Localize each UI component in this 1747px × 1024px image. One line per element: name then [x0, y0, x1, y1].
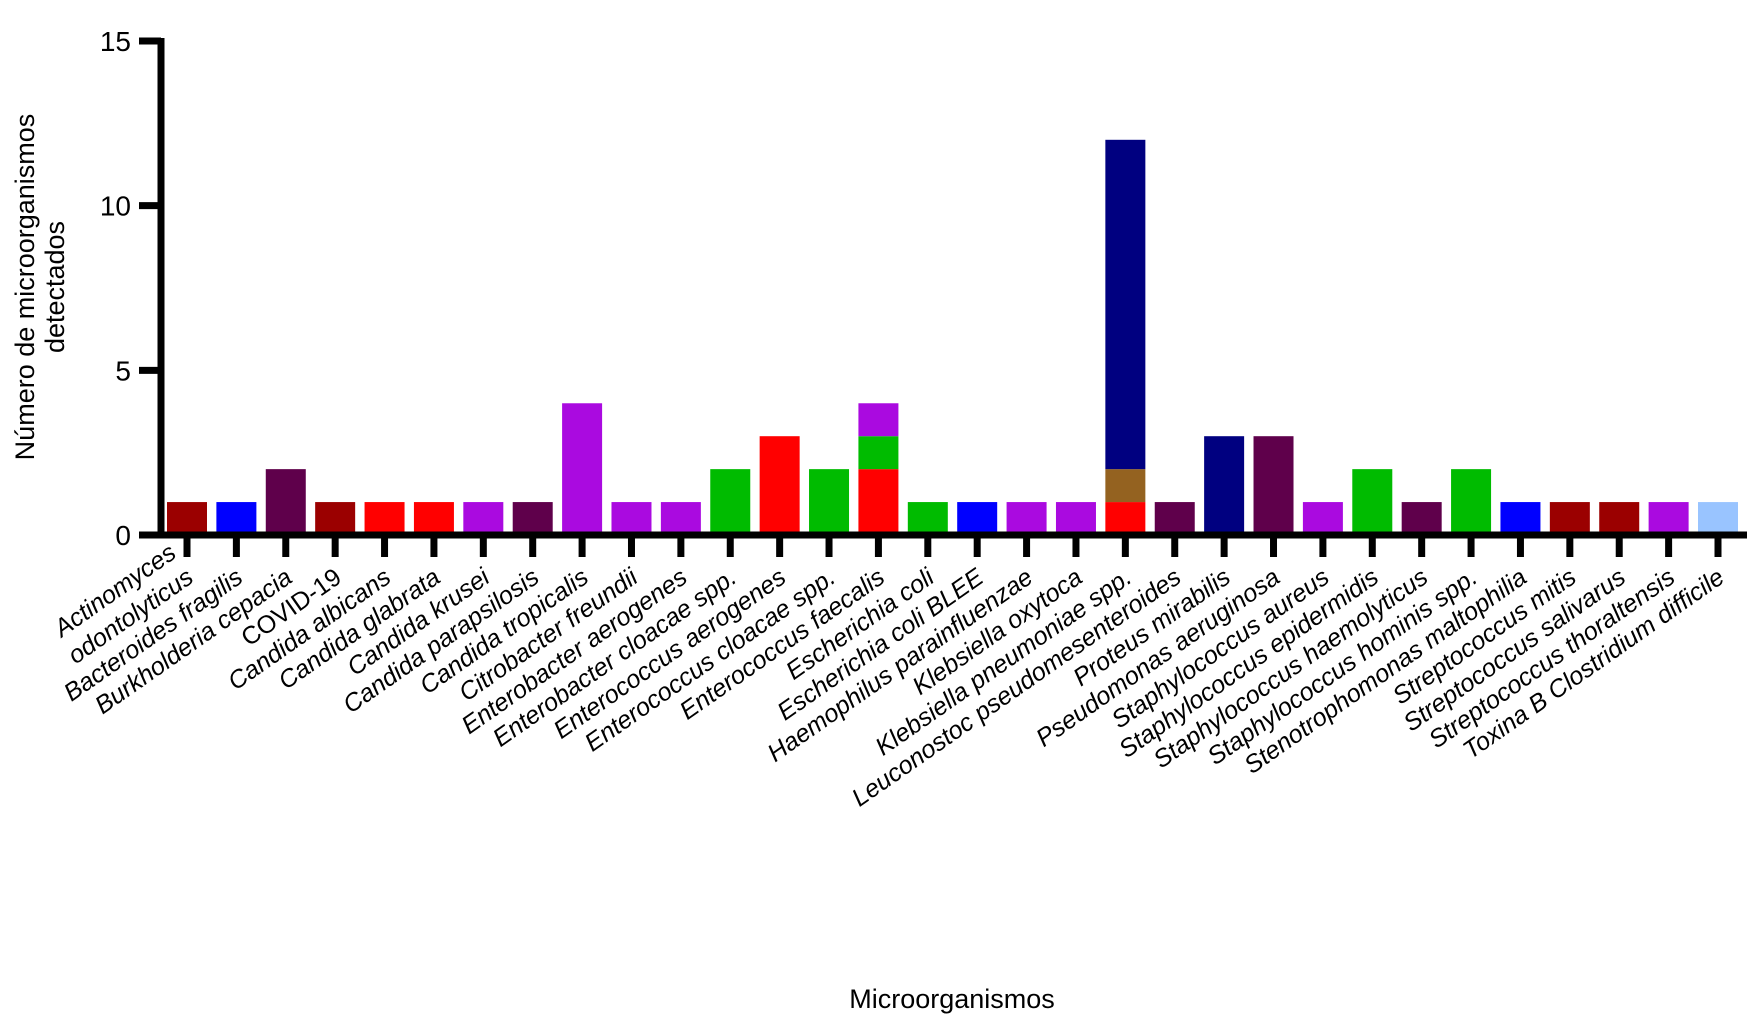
bar-segment — [167, 502, 207, 535]
y-axis-title: Número de microorganismos detectados — [10, 114, 70, 461]
bar-segment — [1451, 469, 1492, 535]
bar-segment — [413, 502, 454, 535]
bar-segment — [710, 469, 751, 535]
bar-segment — [1204, 436, 1245, 535]
bar-segment — [315, 502, 356, 535]
bars-group — [167, 139, 1738, 535]
y-axis-title-line-1: Número de microorganismos — [10, 114, 40, 461]
bar-segment — [1698, 502, 1738, 535]
bar-segment — [1253, 436, 1294, 535]
bar-segment — [809, 469, 850, 535]
bar-segment — [1105, 469, 1146, 503]
y-tick-label: 0 — [115, 520, 131, 551]
bar-segment — [1105, 502, 1146, 535]
bar-segment — [1302, 502, 1343, 535]
bar-segment — [957, 502, 998, 535]
bar-segment — [660, 502, 701, 535]
y-tick-label: 10 — [100, 191, 131, 222]
bar-segment — [1500, 502, 1541, 535]
bar-segment — [1549, 502, 1590, 535]
bar-segment — [858, 403, 899, 437]
bar-segment — [1401, 502, 1442, 535]
bar-segment — [1599, 502, 1640, 535]
bar-segment — [1055, 502, 1096, 535]
bar-segment — [858, 436, 899, 470]
bar-segment — [1648, 502, 1689, 535]
bar-segment — [1154, 502, 1195, 535]
y-axis-title-line-2: detectados — [40, 221, 70, 353]
bar-segment — [759, 436, 800, 535]
bar-segment — [562, 403, 603, 535]
bar-segment — [1105, 139, 1146, 470]
bar-segment — [216, 502, 257, 535]
x-axis-title: Microorganismos — [849, 984, 1055, 1014]
bar-segment — [1352, 469, 1393, 535]
y-tick-label: 5 — [115, 355, 131, 386]
bar-segment — [364, 502, 405, 535]
bar-segment — [1006, 502, 1047, 535]
y-tick-label: 15 — [100, 26, 131, 57]
bar-segment — [611, 502, 652, 535]
bar-segment — [858, 469, 899, 535]
bar-segment — [463, 502, 504, 535]
bar-segment — [907, 502, 948, 535]
bar-segment — [512, 502, 553, 535]
y-axis: 0 5 10 15 — [100, 26, 165, 551]
bar-segment — [265, 469, 306, 535]
